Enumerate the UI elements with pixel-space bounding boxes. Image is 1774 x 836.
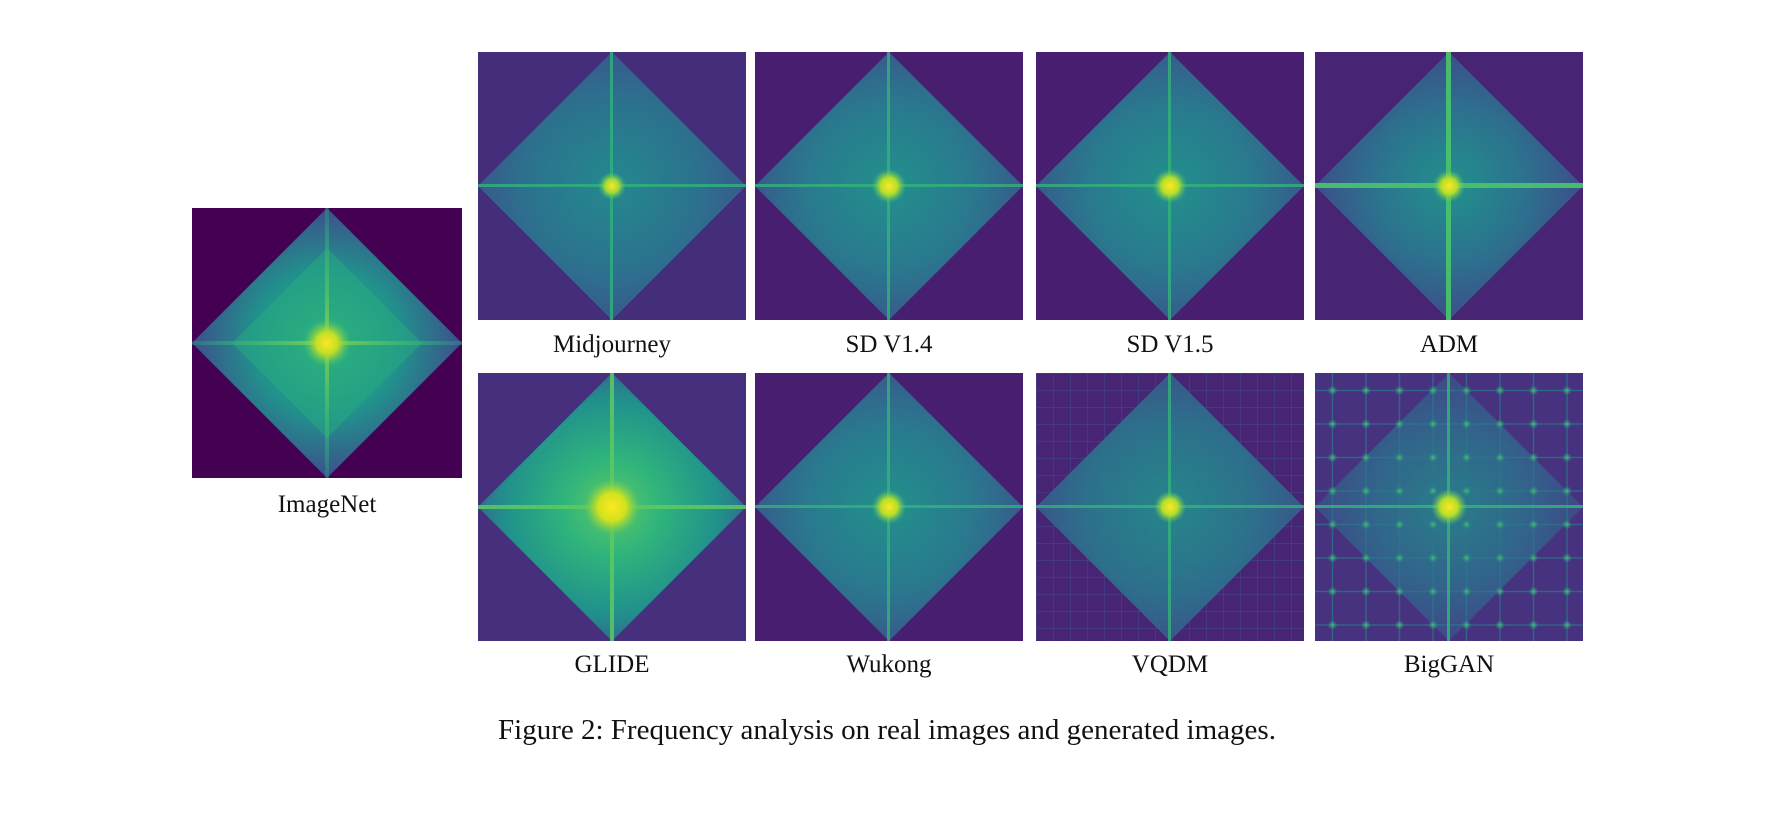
spectrum-image-glide [478,373,746,641]
spectrum-panel-vqdm [1036,373,1304,641]
spectrum-image-sd15 [1036,52,1304,320]
spectrum-panel-adm [1315,52,1583,320]
spectrum-image-sd14 [755,52,1023,320]
panel-label-vqdm: VQDM [1131,651,1209,678]
panel-label-wukong: Wukong [846,651,932,678]
spectrum-panel-imagenet [192,208,462,478]
panel-label-sd14: SD V1.4 [845,331,933,358]
spectrum-image-vqdm [1036,373,1304,641]
panel-label-biggan: BigGAN [1403,651,1495,678]
spectrum-image-wukong [755,373,1023,641]
figure-caption: Figure 2: Frequency analysis on real ima… [498,714,1276,746]
spectrum-panel-wukong [755,373,1023,641]
spectrum-image-imagenet [192,208,462,478]
spectrum-panel-sd14 [755,52,1023,320]
panel-label-glide: GLIDE [574,651,650,678]
spectrum-image-biggan [1315,373,1583,641]
spectrum-panel-glide [478,373,746,641]
spectrum-panel-biggan [1315,373,1583,641]
spectrum-image-adm [1315,52,1583,320]
panel-label-adm: ADM [1419,331,1479,358]
panel-label-midjourney: Midjourney [552,331,672,358]
panel-label-sd15: SD V1.5 [1126,331,1214,358]
spectrum-panel-sd15 [1036,52,1304,320]
panel-label-imagenet: ImageNet [277,491,377,518]
spectrum-panel-midjourney [478,52,746,320]
spectrum-image-midjourney [478,52,746,320]
